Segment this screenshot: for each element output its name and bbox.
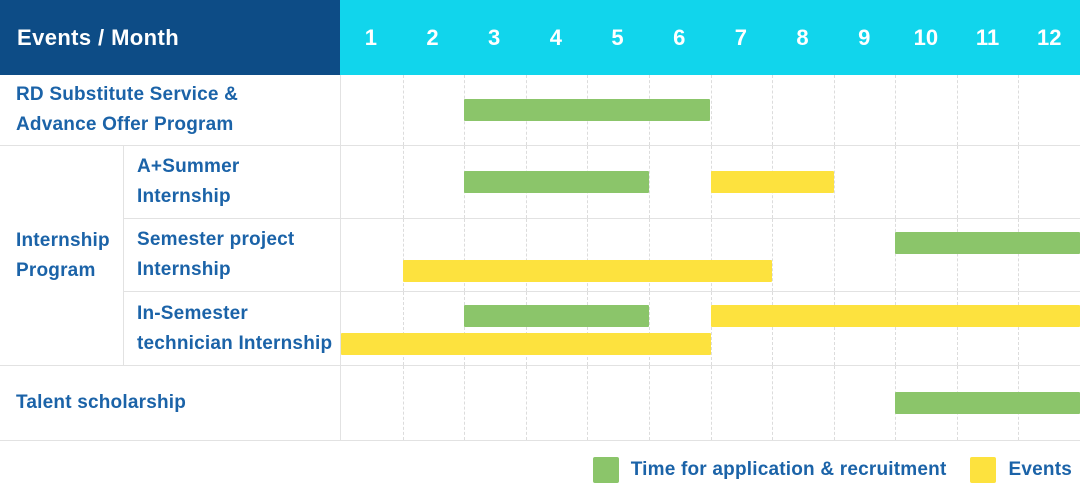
month-gridline — [402, 366, 404, 440]
month-header-6: 6 — [673, 24, 686, 50]
internship-program-group-cell: Internship Program — [0, 146, 124, 366]
month-gridline — [1018, 75, 1020, 145]
gantt-table: Events / Month 1 2 3 4 5 6 7 8 9 10 11 12 RD Substi… — [0, 0, 1080, 441]
month-gridline — [464, 292, 466, 365]
row-label: A+Summer Internship — [124, 146, 340, 219]
gantt-row: A+Summer Internship — [0, 146, 1080, 219]
events-bar — [341, 333, 711, 355]
row-timeline — [340, 366, 1080, 441]
month-header-12: 12 — [1036, 24, 1062, 50]
month-gridline — [402, 75, 404, 145]
table-header-row: Events / Month 1 2 3 4 5 6 7 8 9 10 11 12 — [0, 0, 1080, 75]
month-gridline — [956, 146, 958, 218]
month-gridline — [464, 366, 466, 440]
recruitment-bar — [464, 171, 649, 193]
month-gridline — [895, 219, 897, 291]
month-gridline — [710, 75, 712, 145]
month-gridline — [1018, 219, 1020, 291]
recruitment-bar — [464, 99, 711, 121]
month-gridline — [587, 219, 589, 291]
row-label: RD Substitute Service & Advance Offer Pr… — [0, 75, 340, 146]
month-gridline — [1018, 146, 1020, 218]
month-gridline — [956, 219, 958, 291]
events-bar — [402, 260, 773, 282]
month-gridline — [895, 75, 897, 145]
month-gridline — [402, 292, 404, 365]
row-label: Semester project Internship — [124, 219, 340, 292]
gantt-row: Semester project Internship — [0, 219, 1080, 292]
events-bar — [710, 305, 1080, 327]
month-header-10: 10 — [913, 24, 939, 50]
month-header-11: 11 — [975, 24, 1000, 50]
legend-label: Events — [1008, 459, 1072, 480]
gantt-row: In-Semester technician Internship — [0, 292, 1080, 366]
row-timeline — [340, 219, 1080, 292]
month-gridline — [833, 292, 835, 365]
month-gridline — [833, 366, 835, 440]
events-bar — [710, 171, 834, 193]
month-header-strip: 1 2 3 4 5 6 7 8 9 10 11 12 — [340, 0, 1080, 75]
month-gridline — [1018, 292, 1020, 365]
month-gridline — [895, 292, 897, 365]
legend: Time for application & recruitment Events — [0, 457, 1080, 483]
legend-item-recruitment: Time for application & recruitment — [592, 457, 947, 483]
row-timeline — [340, 75, 1080, 146]
month-header-4: 4 — [549, 24, 562, 50]
month-gridline — [956, 292, 958, 365]
recruitment-bar — [895, 232, 1080, 254]
month-gridline — [895, 146, 897, 218]
month-gridline — [833, 219, 835, 291]
row-label: In-Semester technician Internship — [124, 292, 340, 366]
gantt-row: RD Substitute Service & Advance Offer Pr… — [0, 75, 1080, 146]
gantt-row: Talent scholarship — [0, 366, 1080, 441]
recruitment-bar — [895, 392, 1080, 414]
events-month-header: Events / Month — [0, 0, 340, 75]
month-gridline — [464, 219, 466, 291]
month-gridline — [402, 146, 404, 218]
legend-swatch-yellow — [970, 457, 997, 483]
month-gridline — [402, 219, 404, 291]
month-gridline — [772, 219, 774, 291]
table-body: RD Substitute Service & Advance Offer Pr… — [0, 75, 1080, 441]
month-gridline — [648, 292, 650, 365]
month-header-3: 3 — [488, 24, 501, 50]
month-gridline — [956, 75, 958, 145]
month-gridline — [710, 366, 712, 440]
month-gridline — [587, 292, 589, 365]
row-label: Talent scholarship — [0, 366, 340, 441]
row-timeline — [340, 292, 1080, 366]
month-header-5: 5 — [611, 24, 624, 50]
month-gridline — [710, 292, 712, 365]
month-gridline — [648, 146, 650, 218]
month-gridline — [772, 366, 774, 440]
month-gridline — [525, 219, 527, 291]
legend-swatch-green — [592, 457, 619, 483]
month-header-8: 8 — [796, 24, 809, 50]
row-timeline — [340, 146, 1080, 219]
month-gridline — [648, 366, 650, 440]
month-gridline — [710, 219, 712, 291]
month-gridline — [648, 219, 650, 291]
month-header-2: 2 — [426, 24, 439, 50]
month-gridline — [833, 146, 835, 218]
month-header-7: 7 — [734, 24, 747, 50]
month-gridline — [772, 75, 774, 145]
month-gridline — [772, 292, 774, 365]
month-gridline — [587, 366, 589, 440]
legend-item-events: Events — [970, 457, 1072, 483]
month-gridline — [833, 75, 835, 145]
month-gridline — [525, 292, 527, 365]
month-gridline — [525, 366, 527, 440]
month-header-1: 1 — [364, 24, 377, 50]
recruitment-bar — [464, 305, 649, 327]
month-header-9: 9 — [858, 24, 871, 50]
legend-label: Time for application & recruitment — [630, 459, 947, 480]
